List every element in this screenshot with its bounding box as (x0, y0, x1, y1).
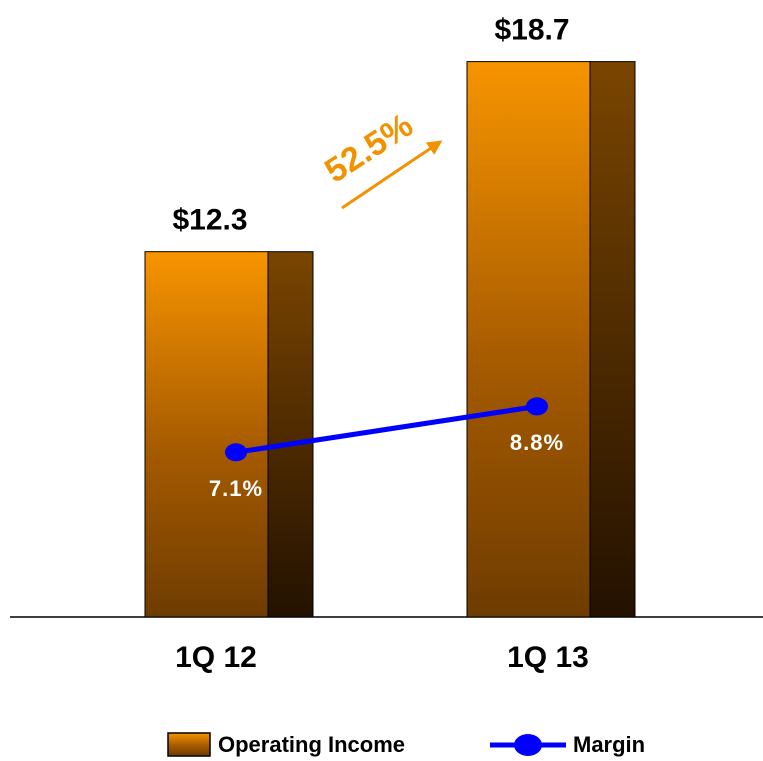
bar-side (267, 251, 314, 618)
bar-value-label: $12.3 (172, 204, 247, 237)
line-point (526, 397, 548, 416)
line (235, 403, 538, 455)
x-tick-label: 1Q 13 (507, 641, 589, 674)
legend-label: Margin (573, 732, 645, 757)
bar-front (466, 61, 591, 618)
legend-label: Operating Income (218, 732, 405, 757)
bar-side (589, 61, 636, 618)
growth-annotation: 52.5% (318, 106, 420, 190)
x-tick-label: 1Q 12 (175, 641, 257, 674)
line-value-label: 7.1% (209, 476, 263, 501)
line-point (225, 443, 247, 462)
bar-value-label: $18.7 (494, 14, 569, 47)
bar (144, 251, 314, 618)
growth-arrow (341, 140, 443, 210)
legend-swatch (167, 732, 211, 757)
legend-marker (514, 734, 542, 756)
bar-front (144, 251, 269, 618)
line-value-label: 8.8% (510, 430, 564, 455)
bar (466, 61, 636, 618)
